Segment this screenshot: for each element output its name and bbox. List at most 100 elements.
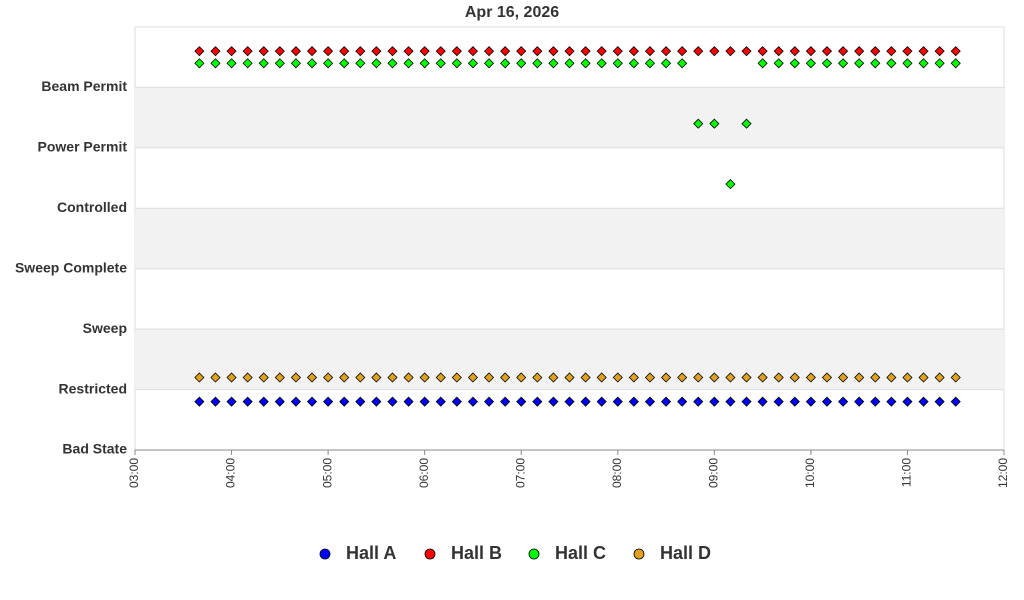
data-point (194, 372, 205, 383)
data-point (339, 396, 350, 407)
data-point (242, 58, 253, 69)
data-point (371, 46, 382, 57)
data-point (838, 396, 849, 407)
legend-label: Hall C (555, 543, 606, 563)
data-point (387, 396, 398, 407)
data-point (451, 372, 462, 383)
data-point (789, 372, 800, 383)
data-point (821, 372, 833, 383)
data-point (870, 58, 881, 69)
data-point (500, 396, 511, 407)
data-point (323, 58, 334, 69)
data-point (870, 396, 881, 407)
data-point (387, 46, 398, 57)
data-point (483, 396, 495, 407)
data-point (435, 46, 446, 57)
data-point (483, 46, 495, 57)
data-point (757, 46, 768, 57)
data-point (596, 58, 607, 69)
data-point (339, 46, 350, 57)
data-point (644, 396, 656, 407)
data-point (323, 396, 334, 407)
x-tick-label: 04:00 (224, 458, 238, 488)
data-point (467, 46, 479, 57)
legend-label: Hall B (451, 543, 502, 563)
data-point (306, 58, 318, 69)
data-point (226, 396, 237, 407)
y-tick-label: Restricted (59, 380, 127, 396)
data-point (950, 46, 961, 57)
data-point (226, 372, 237, 383)
data-point (596, 46, 607, 57)
data-point (323, 46, 334, 57)
data-point (725, 396, 736, 407)
data-point (580, 46, 591, 57)
data-point (918, 396, 929, 407)
data-point (500, 372, 511, 383)
data-point (934, 58, 945, 69)
data-point (274, 58, 285, 69)
data-point (854, 396, 865, 407)
data-point (821, 46, 833, 57)
data-point (596, 372, 607, 383)
data-point (660, 372, 672, 383)
data-point (644, 58, 656, 69)
data-point (660, 58, 672, 69)
data-point (451, 58, 462, 69)
data-point (516, 396, 527, 407)
data-point (709, 118, 720, 129)
data-point (757, 396, 768, 407)
data-point (934, 46, 945, 57)
data-point (532, 58, 543, 69)
data-point (387, 58, 398, 69)
data-point (902, 372, 913, 383)
data-point (886, 396, 897, 407)
data-point (934, 372, 945, 383)
data-point (467, 372, 479, 383)
data-point (741, 396, 752, 407)
x-tick-label: 12:00 (996, 458, 1010, 488)
data-point (564, 372, 575, 383)
data-point (773, 372, 784, 383)
data-point (677, 58, 688, 69)
data-point (628, 396, 639, 407)
data-point (677, 396, 688, 407)
data-point (419, 372, 430, 383)
data-point (644, 372, 656, 383)
data-point (709, 372, 720, 383)
data-point (500, 58, 511, 69)
data-point (596, 396, 607, 407)
data-point (838, 58, 849, 69)
data-point (194, 396, 205, 407)
data-point (838, 372, 849, 383)
data-point (483, 372, 495, 383)
legend-label: Hall D (660, 543, 711, 563)
y-tick-label: Bad State (62, 441, 127, 457)
data-point (242, 372, 253, 383)
data-point (741, 372, 752, 383)
x-tick-label: 11:00 (900, 458, 914, 487)
band (135, 208, 1004, 269)
legend-item: Hall B (424, 543, 502, 563)
data-point (258, 372, 269, 383)
data-point (371, 396, 382, 407)
y-tick-label: Controlled (57, 199, 127, 215)
data-point (451, 46, 462, 57)
data-point (435, 372, 446, 383)
data-point (805, 58, 816, 69)
data-point (870, 372, 881, 383)
data-point (564, 396, 575, 407)
data-point (934, 396, 945, 407)
data-point (355, 46, 366, 57)
data-point (564, 58, 575, 69)
data-point (242, 46, 253, 57)
x-tick-label: 10:00 (803, 458, 817, 488)
data-point (548, 372, 559, 383)
data-point (628, 46, 639, 57)
data-point (725, 46, 736, 57)
legend-marker (424, 548, 436, 560)
data-point (419, 58, 430, 69)
data-point (371, 58, 382, 69)
y-tick-label: Beam Permit (41, 78, 127, 94)
data-point (290, 396, 301, 407)
